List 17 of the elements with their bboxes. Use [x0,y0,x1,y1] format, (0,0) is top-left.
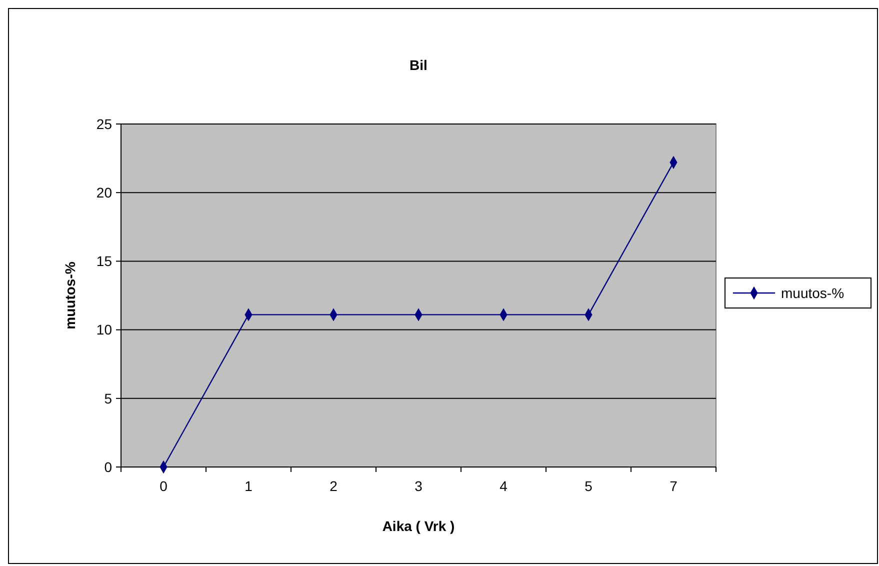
x-tick-label: 5 [584,478,593,494]
x-tick-label: 0 [160,478,168,494]
y-tick-label: 25 [96,116,112,132]
y-axis-title: muutos-% [62,261,78,330]
x-tick-label: 3 [414,478,423,494]
y-tick-label: 10 [96,322,112,338]
chart-title: Bil [410,57,428,73]
x-tick-label: 1 [244,478,253,494]
x-tick-label: 2 [330,478,338,494]
x-tick-label: 7 [670,478,678,494]
x-axis-title: Aika ( Vrk ) [382,518,455,534]
y-tick-label: 5 [104,390,112,406]
x-tick-label: 4 [500,478,508,494]
y-tick-label: 15 [96,253,112,270]
y-tick-label: 20 [96,184,112,200]
legend-label: muutos-% [781,284,844,301]
y-tick-label: 0 [104,458,112,475]
